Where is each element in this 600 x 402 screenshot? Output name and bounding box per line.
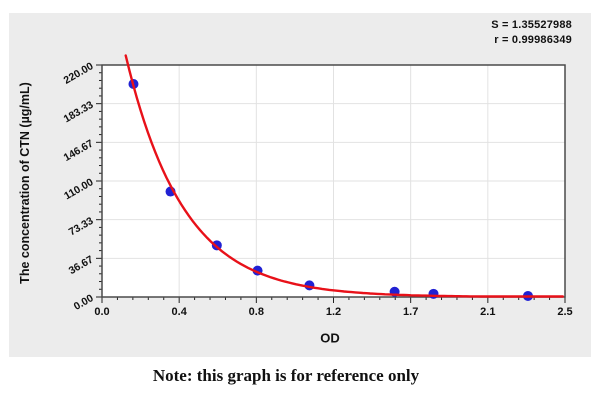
fit-curve — [124, 54, 564, 298]
x-tick-label: 2.1 — [480, 306, 495, 318]
standard-curve-chart: 0.0 0.4 0.8 1.2 1.7 2.1 2.5 0.00 36.67 73.33 110.0… — [62, 54, 573, 318]
axis-frame — [101, 64, 566, 298]
x-tick-label: 2.5 — [557, 306, 572, 318]
y-tick-label: 73.33 — [67, 215, 96, 239]
reference-note: Note: this graph is for reference only — [152, 366, 420, 385]
y-tick-label: 183.33 — [62, 99, 96, 126]
curve-fit-stats: S = 1.35527988 r = 0.99986349 — [491, 18, 572, 48]
data-point — [428, 288, 439, 299]
x-tick-label: 1.7 — [403, 306, 418, 318]
x-tick-label: 0.8 — [249, 306, 264, 318]
y-tick-label: 36.67 — [67, 253, 96, 277]
y-axis-title: The concentration of CTN (µg/mL) — [18, 82, 32, 284]
y-tick-label: 220.00 — [62, 60, 96, 87]
y-tick-label: 110.00 — [62, 176, 95, 202]
stat-s-value: S = 1.35527988 — [491, 19, 572, 31]
x-tick-label: 0.4 — [172, 306, 188, 318]
stat-r-value: r = 0.99986349 — [494, 34, 572, 46]
y-tick-label: 0.00 — [72, 292, 96, 313]
x-tick-label: 0.0 — [94, 306, 109, 318]
chart-panel: 0.0 0.4 0.8 1.2 1.7 2.1 2.5 0.00 36.67 73.33 110.0… — [9, 13, 591, 357]
x-tick-label: 1.2 — [326, 306, 341, 318]
y-tick-label: 146.67 — [62, 137, 96, 164]
x-axis-title: OD — [320, 330, 340, 346]
